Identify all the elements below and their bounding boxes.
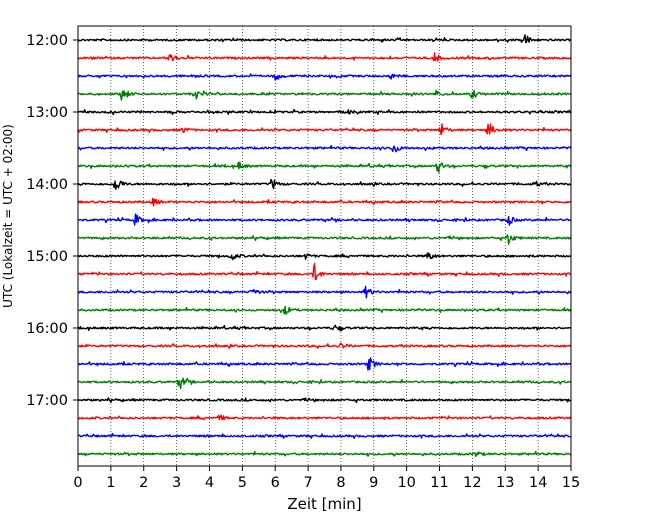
y-tick-label-0: 12:00 [26,33,68,49]
x-tick-label-3: 3 [172,475,181,491]
y-tick-label-4: 16:00 [26,321,68,337]
y-axis-ticks: 12:00 13:00 14:00 15:00 16:00 17:00 [26,33,78,409]
y-tick-label-2: 14:00 [26,177,68,193]
trace-1730 [77,432,572,439]
y-tick-label-3: 15:00 [26,249,68,265]
trace-1430 [77,213,572,226]
trace-1215 [77,52,572,62]
x-tick-label-1: 1 [106,475,115,491]
x-tick-label-7: 7 [303,475,312,491]
trace-1600 [77,324,572,332]
trace-1545 [77,305,572,315]
trace-1515 [77,262,572,280]
trace-1530 [77,285,572,299]
y-tick-label-5: 17:00 [26,393,68,409]
trace-1700 [77,397,572,404]
x-tick-label-6: 6 [271,475,280,491]
trace-1715 [77,414,572,421]
x-tick-label-11: 11 [430,475,448,491]
x-axis-ticks: 0 1 2 3 4 5 6 7 8 9 10 11 12 13 14 15 [73,466,580,491]
grid-lines [110,26,539,466]
x-tick-label-10: 10 [397,475,415,491]
x-tick-label-0: 0 [73,475,82,491]
trace-1400 [77,178,571,191]
trace-1315 [77,123,572,136]
trace-1745 [77,450,572,457]
x-tick-label-5: 5 [238,475,247,491]
x-tick-label-2: 2 [139,475,148,491]
trace-1630 [77,357,572,371]
trace-1615 [77,342,572,349]
x-tick-label-14: 14 [529,475,547,491]
trace-1500 [77,251,572,261]
trace-1330 [77,144,572,153]
x-tick-label-15: 15 [562,475,580,491]
plot-frame [77,25,572,467]
trace-1445 [77,234,572,245]
trace-1230 [77,73,572,81]
trace-1345 [77,161,572,174]
trace-1200 [77,34,572,44]
y-axis-label: UTC (Lokalzeit = UTC + 02:00) [1,124,15,308]
y-tick-label-1: 13:00 [26,105,68,121]
x-tick-label-4: 4 [205,475,214,491]
trace-1645 [77,377,572,389]
x-tick-label-8: 8 [336,475,345,491]
trace-group [77,34,572,457]
trace-1300 [77,108,572,116]
x-tick-label-13: 13 [496,475,514,491]
x-tick-label-12: 12 [463,475,481,491]
x-tick-label-9: 9 [369,475,378,491]
trace-1245 [77,89,572,101]
x-axis-label: Zeit [min] [287,495,361,513]
trace-1415 [77,197,572,207]
